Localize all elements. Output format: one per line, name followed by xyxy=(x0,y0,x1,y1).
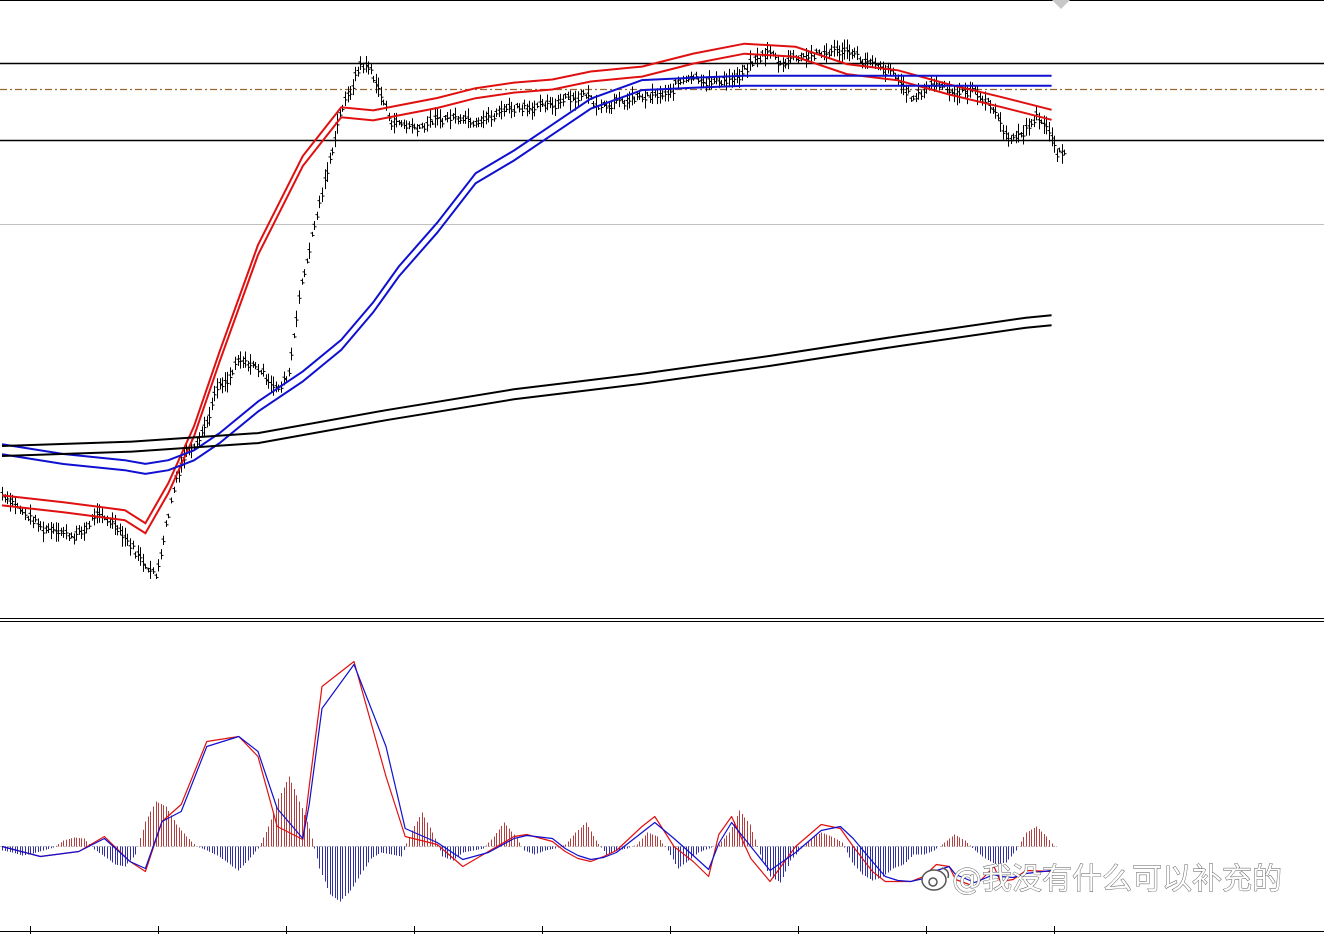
price-series-lower-line xyxy=(1,324,1052,457)
oscillator-line xyxy=(1,660,1052,888)
price-series-band xyxy=(1,74,1052,475)
price-series-upper-line xyxy=(1,74,1052,465)
watermark: @我没有什么可以补充的 xyxy=(921,862,1282,897)
price-series-lower-line xyxy=(1,52,1052,535)
price-series-upper-line xyxy=(1,42,1052,525)
price-series-band xyxy=(1,42,1052,535)
oscillator-histogram xyxy=(2,776,1055,902)
price-bars xyxy=(0,39,1067,579)
time-ticks xyxy=(30,926,1055,934)
time-axis xyxy=(0,926,1324,934)
price-series-band xyxy=(1,314,1052,457)
price-panel xyxy=(0,0,1324,617)
price-panel-background xyxy=(0,0,1324,617)
oscillator-line xyxy=(1,663,1052,884)
oscillator-panel xyxy=(0,660,1057,902)
price-series-upper-line xyxy=(1,314,1052,447)
price-series xyxy=(1,42,1052,535)
oscillator-series xyxy=(1,660,1052,888)
watermark-text: @我没有什么可以补充的 xyxy=(952,862,1282,897)
panel-divider[interactable] xyxy=(0,618,1324,622)
weibo-icon xyxy=(921,867,950,891)
scroll-marker-icon xyxy=(1052,0,1070,9)
price-series-lower-line xyxy=(1,84,1052,475)
